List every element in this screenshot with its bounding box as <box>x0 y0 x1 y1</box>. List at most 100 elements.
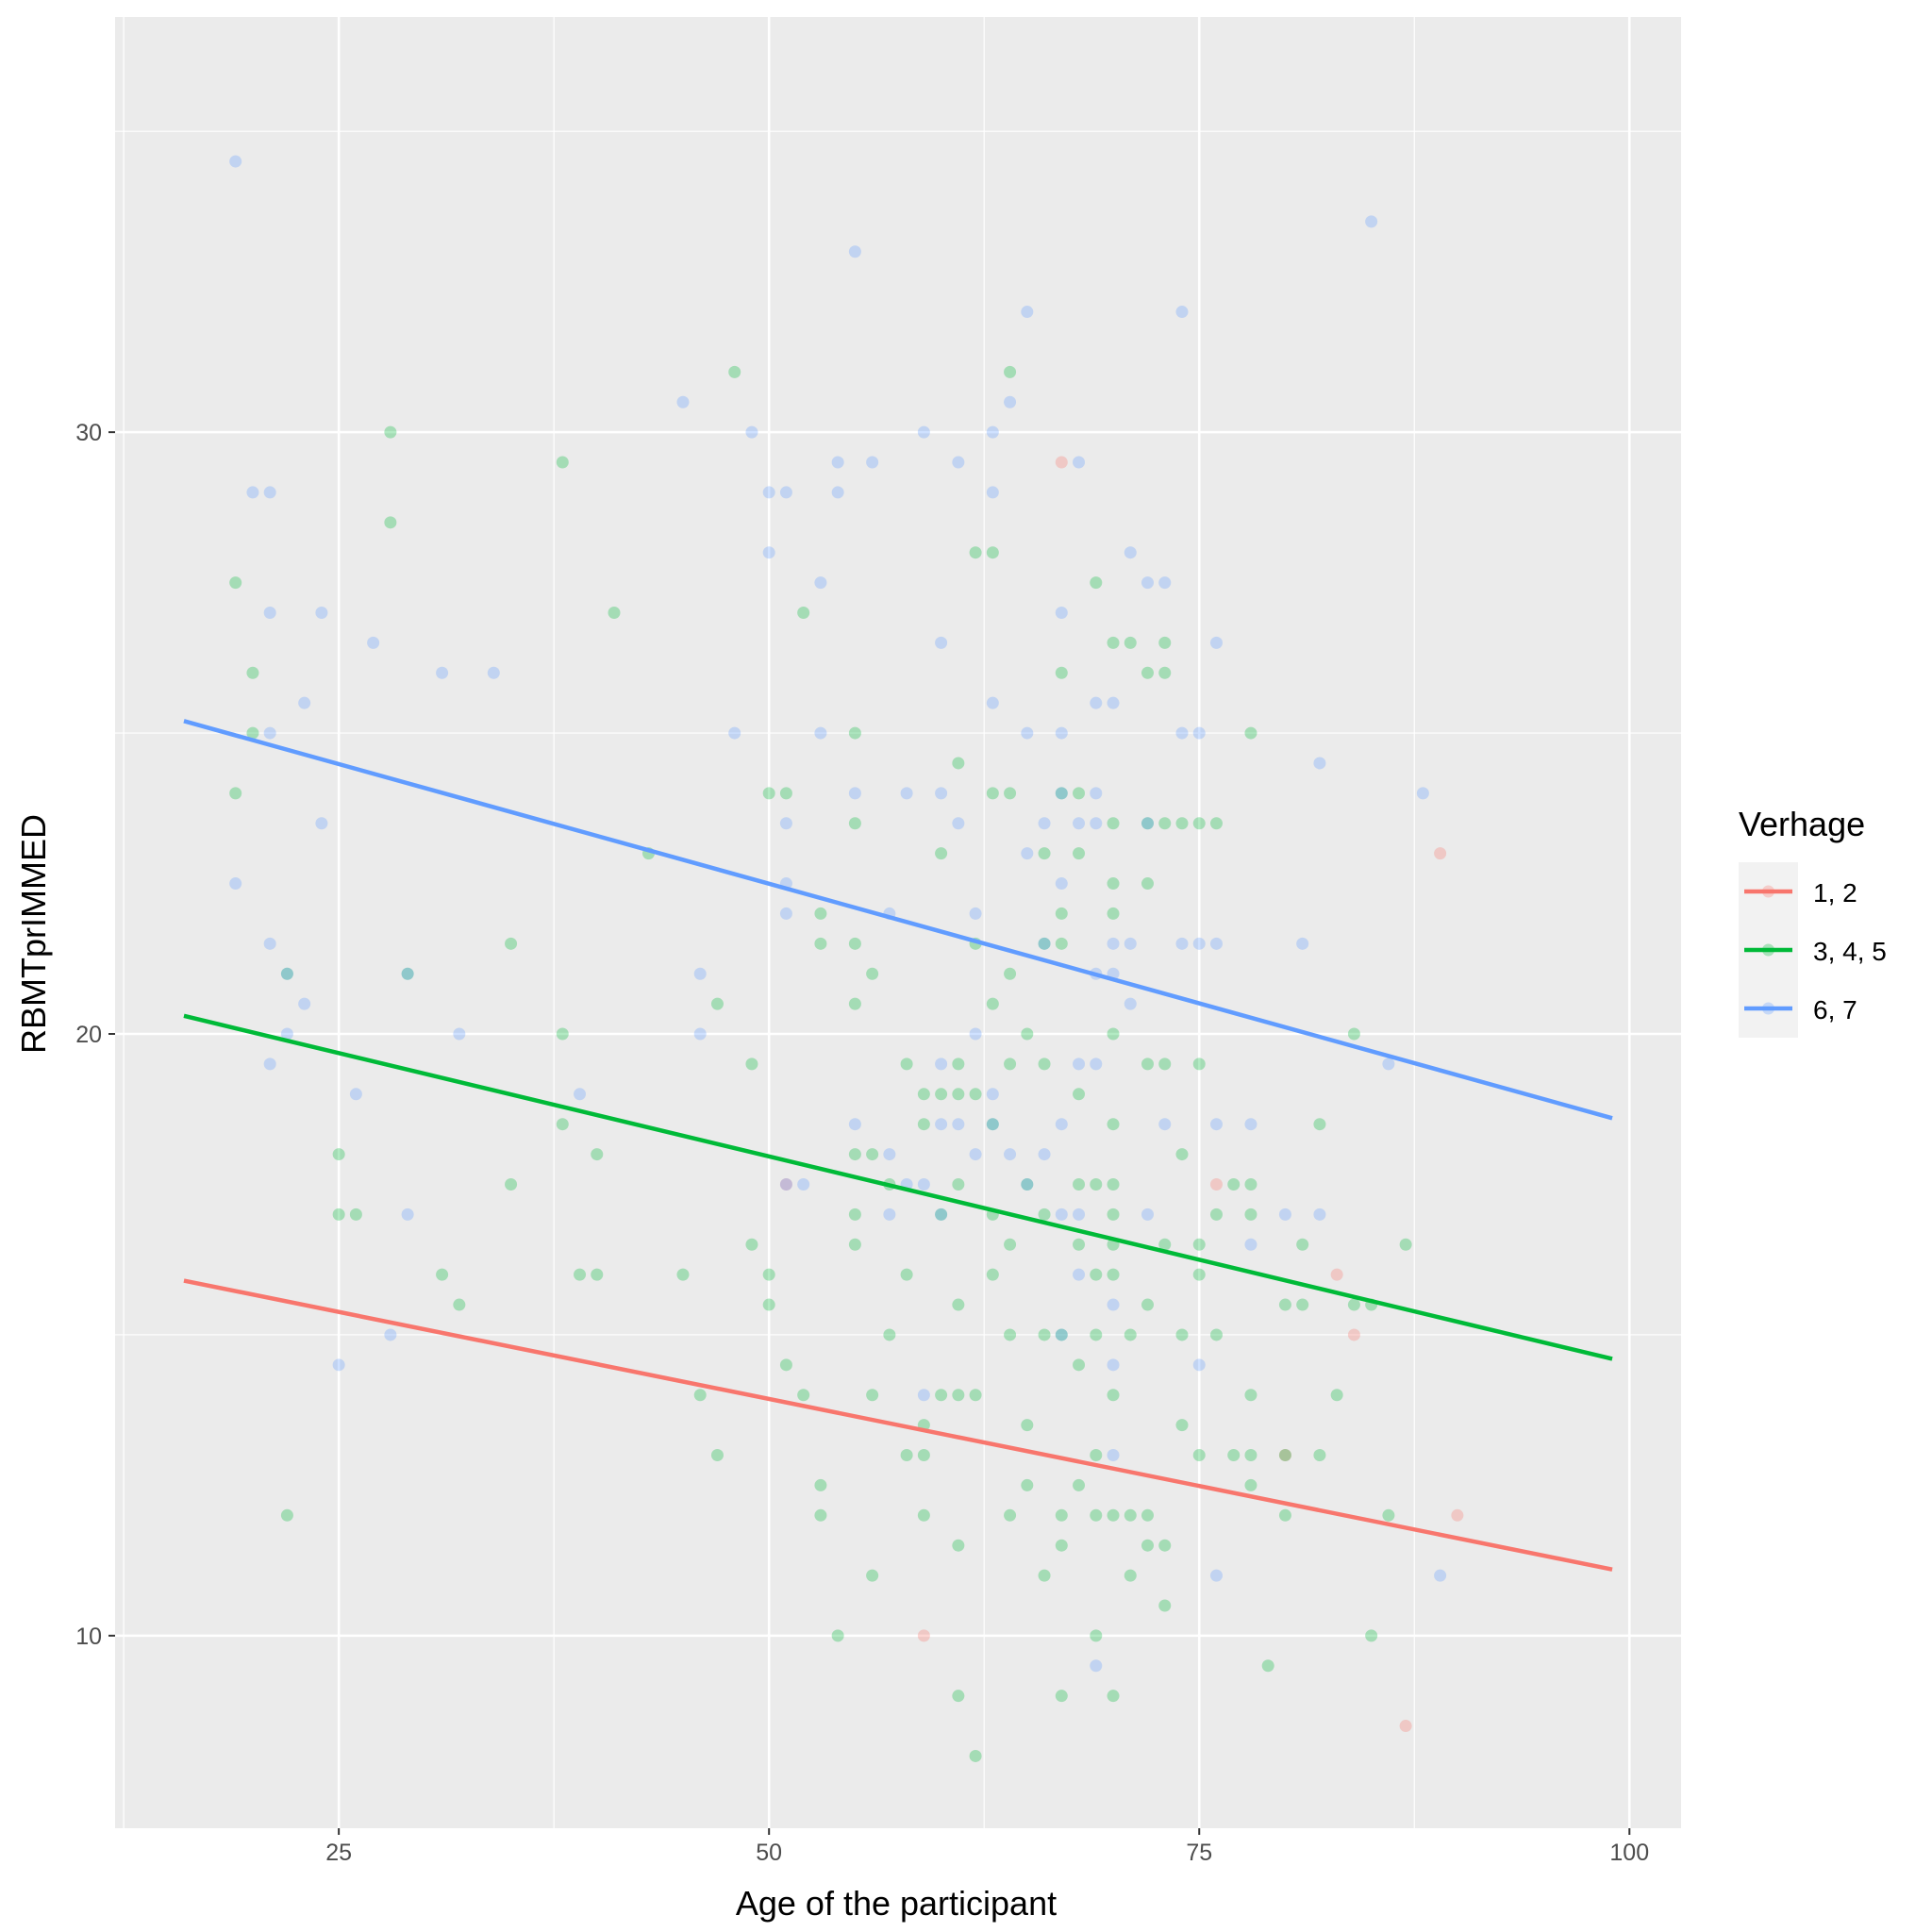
data-point-3-4-5 <box>1141 877 1155 891</box>
data-point-3-4-5 <box>1021 1478 1034 1491</box>
data-point-3-4-5 <box>935 1208 948 1221</box>
data-point-3-4-5 <box>1296 1298 1309 1311</box>
data-point-3-4-5 <box>848 1238 861 1251</box>
data-point-6-7 <box>866 456 879 469</box>
data-point-3-4-5 <box>246 666 259 679</box>
fit-line-1-2 <box>183 1278 1613 1572</box>
minor-gridlines <box>115 17 1681 1828</box>
data-point-3-4-5 <box>1158 1539 1172 1552</box>
data-point-1-2 <box>1347 1328 1360 1341</box>
data-point-6-7 <box>969 907 982 920</box>
data-point-3-4-5 <box>797 606 810 619</box>
y-tick-label: 20 <box>75 1022 102 1048</box>
data-point-6-7 <box>935 1208 948 1221</box>
data-point-3-4-5 <box>900 1058 913 1071</box>
data-point-3-4-5 <box>505 1177 518 1191</box>
data-point-3-4-5 <box>1175 1148 1189 1161</box>
y-axis-title: RBMTprIMMED <box>14 814 53 1054</box>
data-point-3-4-5 <box>1004 365 1017 378</box>
data-point-3-4-5 <box>1055 1508 1068 1522</box>
data-point-3-4-5 <box>1073 1177 1086 1191</box>
data-point-6-7 <box>1038 817 1051 830</box>
data-point-3-4-5 <box>797 1389 810 1402</box>
data-point-6-7 <box>1107 937 1120 950</box>
data-point-3-4-5 <box>1261 1659 1274 1673</box>
data-point-3-4-5 <box>1124 1508 1137 1522</box>
y-tick-label: 30 <box>75 420 102 446</box>
data-point-3-4-5 <box>676 1268 690 1281</box>
data-point-3-4-5 <box>848 997 861 1010</box>
data-point-6-7 <box>1073 1208 1086 1221</box>
data-point-3-4-5 <box>779 1358 792 1372</box>
major-gridlines <box>115 17 1681 1828</box>
data-point-6-7 <box>883 1148 896 1161</box>
data-point-6-7 <box>263 726 276 740</box>
data-point-3-4-5 <box>1055 907 1068 920</box>
data-point-6-7 <box>952 456 965 469</box>
data-point-6-7 <box>986 1088 999 1101</box>
data-point-3-4-5 <box>814 907 827 920</box>
data-point-6-7 <box>1021 847 1034 860</box>
data-point-6-7 <box>1055 726 1068 740</box>
data-point-6-7 <box>831 486 844 499</box>
data-point-6-7 <box>263 937 276 950</box>
data-point-3-4-5 <box>1227 1449 1241 1462</box>
data-point-3-4-5 <box>986 1118 999 1131</box>
data-point-6-7 <box>693 967 707 980</box>
data-point-6-7 <box>935 1118 948 1131</box>
data-point-6-7 <box>1141 1208 1155 1221</box>
data-point-6-7 <box>315 817 328 830</box>
data-point-3-4-5 <box>384 425 397 439</box>
data-point-3-4-5 <box>1244 1208 1257 1221</box>
data-point-3-4-5 <box>1382 1508 1395 1522</box>
data-point-3-4-5 <box>1124 636 1137 649</box>
data-point-3-4-5 <box>1175 817 1189 830</box>
data-point-6-7 <box>1055 1118 1068 1131</box>
data-point-6-7 <box>1192 937 1206 950</box>
data-point-3-4-5 <box>1055 666 1068 679</box>
x-tick-label: 75 <box>1186 1840 1212 1866</box>
data-point-6-7 <box>1055 787 1068 800</box>
data-point-3-4-5 <box>1107 1208 1120 1221</box>
data-point-3-4-5 <box>1296 1238 1309 1251</box>
data-point-3-4-5 <box>969 546 982 559</box>
data-point-6-7 <box>745 425 758 439</box>
data-point-6-7 <box>453 1027 466 1041</box>
data-point-6-7 <box>797 1177 810 1191</box>
data-point-6-7 <box>1038 937 1051 950</box>
data-point-6-7 <box>1244 1238 1257 1251</box>
data-point-6-7 <box>1124 937 1137 950</box>
data-point-3-4-5 <box>1107 1690 1120 1703</box>
data-point-3-4-5 <box>1330 1389 1343 1402</box>
data-point-6-7 <box>436 666 449 679</box>
data-point-6-7 <box>401 967 414 980</box>
data-point-6-7 <box>1073 1058 1086 1071</box>
data-point-3-4-5 <box>1090 1629 1103 1642</box>
data-point-3-4-5 <box>1158 1058 1172 1071</box>
data-point-6-7 <box>883 1208 896 1221</box>
data-point-3-4-5 <box>1141 817 1155 830</box>
data-point-3-4-5 <box>1227 1177 1241 1191</box>
data-point-3-4-5 <box>591 1268 604 1281</box>
data-point-3-4-5 <box>1021 1419 1034 1432</box>
data-point-6-7 <box>814 576 827 590</box>
data-point-3-4-5 <box>1107 817 1120 830</box>
data-point-3-4-5 <box>332 1208 345 1221</box>
data-point-6-7 <box>728 726 741 740</box>
data-point-3-4-5 <box>1175 1419 1189 1432</box>
data-point-3-4-5 <box>1365 1629 1378 1642</box>
data-point-3-4-5 <box>952 757 965 770</box>
data-point-6-7 <box>401 1208 414 1221</box>
fit-lines <box>183 719 1613 1572</box>
fit-line-6-7 <box>183 719 1613 1121</box>
data-point-3-4-5 <box>848 1148 861 1161</box>
data-point-3-4-5 <box>848 817 861 830</box>
data-point-3-4-5 <box>814 1508 827 1522</box>
data-point-3-4-5 <box>1107 877 1120 891</box>
data-point-3-4-5 <box>779 787 792 800</box>
data-point-6-7 <box>1090 1058 1103 1071</box>
data-point-3-4-5 <box>556 1027 569 1041</box>
data-point-3-4-5 <box>1124 1569 1137 1582</box>
data-point-1-2 <box>917 1629 930 1642</box>
data-point-1-2 <box>1399 1720 1412 1733</box>
